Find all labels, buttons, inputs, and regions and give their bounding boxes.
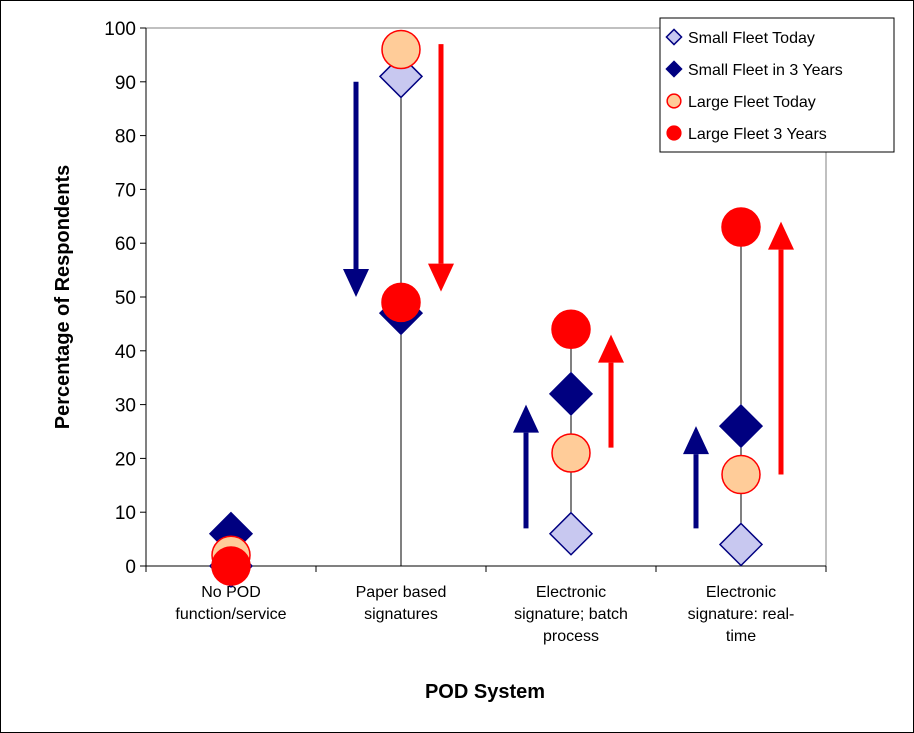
data-markers bbox=[208, 29, 764, 589]
y-tick-label: 30 bbox=[115, 396, 136, 417]
legend-box bbox=[659, 17, 895, 153]
y-tick-label: 0 bbox=[125, 557, 136, 578]
trend-arrows bbox=[343, 44, 794, 529]
legend-label: Small Fleet in 3 Years bbox=[688, 62, 843, 79]
data-point-large-fleet-3-years bbox=[551, 309, 591, 350]
x-category-label-line: Electronic bbox=[536, 584, 606, 601]
data-point-large-fleet-today bbox=[721, 454, 761, 495]
y-axis-title: Percentage of Respondents bbox=[52, 165, 74, 430]
x-category-label: Electronic signature: real-time bbox=[688, 584, 795, 645]
data-point-small-fleet-in-3-years bbox=[718, 404, 764, 449]
x-axis-categories: No POD function/service Paper based signatu… bbox=[145, 566, 827, 645]
x-category-label-line: signature: real- bbox=[688, 606, 795, 623]
legend-marker bbox=[666, 93, 682, 109]
x-category-label: No POD function/service bbox=[175, 584, 286, 623]
x-category-label-line: process bbox=[543, 628, 599, 645]
x-category-label-line: Electronic bbox=[706, 584, 776, 601]
legend-marker bbox=[665, 60, 683, 78]
data-point-large-fleet-today bbox=[551, 433, 591, 473]
x-category-label-line: signatures bbox=[364, 606, 438, 623]
x-axis-title: POD System bbox=[425, 681, 545, 703]
y-tick-label: 40 bbox=[115, 342, 136, 363]
trend-arrow-head bbox=[768, 221, 794, 250]
x-category-label-line: signature; batch bbox=[514, 606, 628, 623]
legend: Small Fleet Today Small Fleet in 3 Years L… bbox=[659, 17, 895, 153]
y-tick-label: 70 bbox=[115, 180, 136, 201]
data-point-large-fleet-3-years bbox=[381, 282, 421, 323]
trend-arrow-head bbox=[428, 263, 454, 292]
data-point-small-fleet-in-3-years bbox=[548, 371, 594, 416]
data-point-large-fleet-3-years bbox=[721, 207, 761, 247]
legend-marker bbox=[665, 28, 683, 46]
x-category-label-line: time bbox=[726, 628, 756, 645]
trend-arrow-head bbox=[343, 269, 369, 297]
y-tick-label: 50 bbox=[115, 288, 136, 309]
y-tick-label: 20 bbox=[115, 449, 136, 470]
y-tick-label: 60 bbox=[115, 234, 136, 255]
y-tick-label: 10 bbox=[115, 503, 136, 524]
y-tick-label: 100 bbox=[104, 19, 136, 40]
trend-arrow-head bbox=[598, 334, 624, 363]
data-point-large-fleet-today bbox=[381, 29, 421, 70]
y-tick-label: 80 bbox=[115, 127, 136, 148]
x-category-label-line: No POD bbox=[201, 584, 261, 601]
data-point-small-fleet-today bbox=[718, 522, 764, 567]
legend-marker bbox=[666, 125, 682, 141]
trend-arrow-head bbox=[683, 426, 709, 455]
legend-label: Large Fleet Today bbox=[688, 94, 816, 111]
data-point-large-fleet-3-years bbox=[211, 546, 251, 586]
x-category-label-line: Paper based bbox=[356, 584, 447, 601]
legend-label: Large Fleet 3 Years bbox=[688, 126, 827, 143]
x-category-label: Paper based signatures bbox=[356, 584, 447, 623]
trend-arrow-head bbox=[513, 404, 539, 433]
y-axis-ticks: 0 10 20 30 40 50 60 70 80 90 100 bbox=[104, 19, 146, 578]
legend-label: Small Fleet Today bbox=[688, 30, 815, 47]
x-category-label-line: function/service bbox=[175, 606, 286, 623]
data-point-small-fleet-today bbox=[548, 511, 594, 556]
x-category-label: Electronic signature; batch process bbox=[514, 584, 628, 645]
y-tick-label: 90 bbox=[115, 73, 136, 94]
